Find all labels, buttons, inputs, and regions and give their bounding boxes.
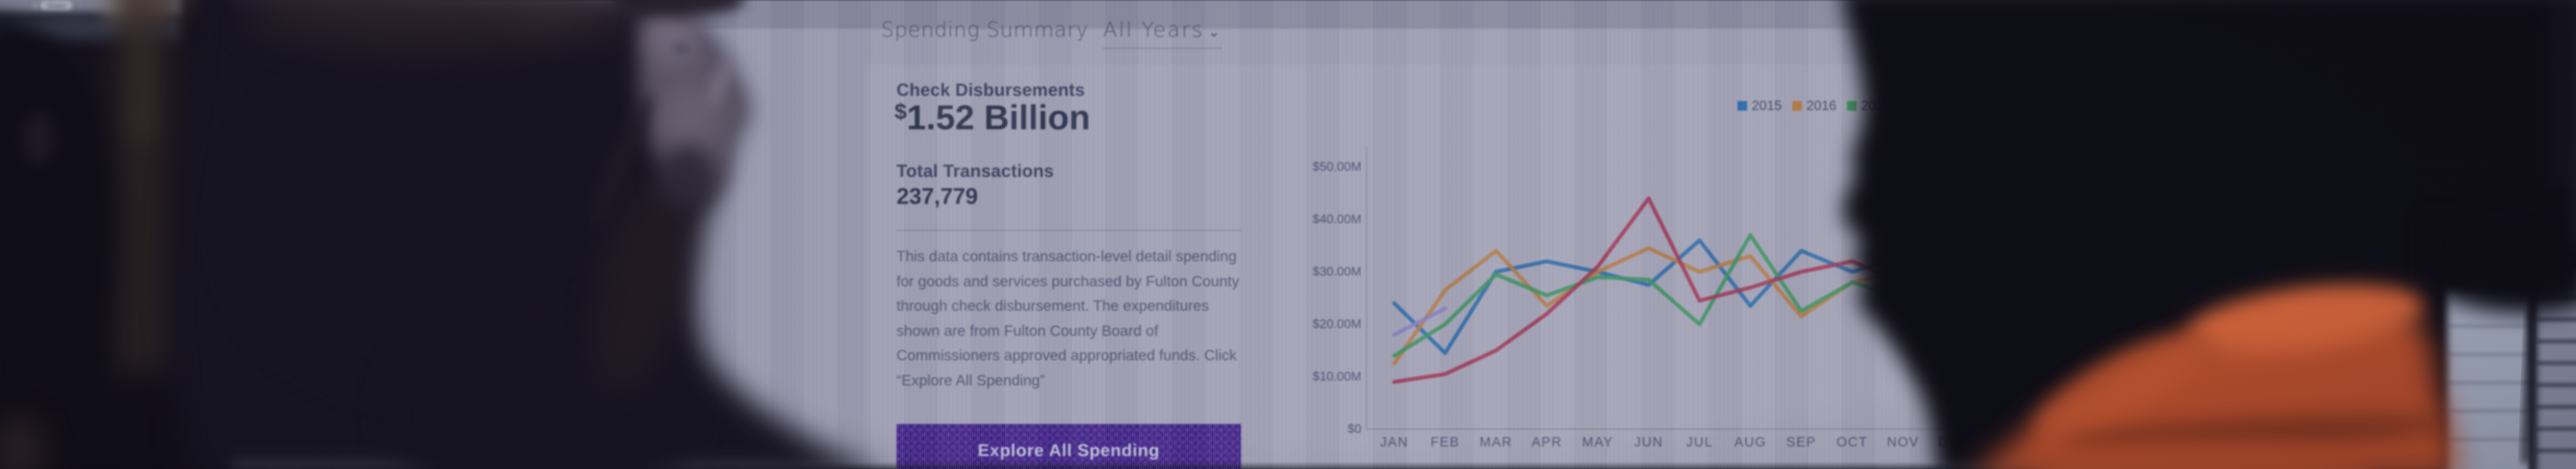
- wall-corner: [2548, 0, 2576, 187]
- warm-gap-core: [128, 0, 156, 142]
- man-silhouette: [1842, 0, 2576, 469]
- hair-over-blinds: [2428, 219, 2576, 313]
- hair-highlight-top: [499, 0, 660, 37]
- currency-prefix: $: [895, 100, 907, 124]
- screen-bottom-shadow: [0, 462, 2576, 469]
- blind-slat: [2536, 362, 2576, 365]
- hair-strand-cheek: [591, 93, 654, 226]
- blind-slat: [2536, 427, 2576, 430]
- shirt-highlight-top: [2187, 285, 2424, 353]
- kpi-value-total-transactions: 237,779: [896, 184, 978, 209]
- hair-rim-top: [122, 0, 202, 13]
- shirt-bottom: [2032, 442, 2373, 469]
- left-person-neck-highlight: [0, 416, 46, 469]
- window-mullion: [2529, 273, 2535, 469]
- blind-slat: [2536, 449, 2576, 452]
- blind-slat: [2447, 353, 2531, 356]
- year-filter-label[interactable]: All Years: [1103, 17, 1204, 42]
- forehead-highlight: [645, 10, 699, 64]
- hair-wisp-forehead: [610, 0, 745, 17]
- blind-slats-left: [2447, 325, 2531, 441]
- kpi-value-text: 1.52 Billion: [906, 98, 1091, 137]
- kpi-divider: [896, 230, 1241, 231]
- blind-slat: [2536, 340, 2576, 343]
- chevron-down-icon[interactable]: ⌄: [1208, 24, 1222, 41]
- blind-slat: [2536, 383, 2576, 387]
- page-title: Spending Summary All Years ⌄: [881, 17, 1222, 49]
- nose-highlight: [706, 53, 735, 109]
- jaw-shadow: [658, 145, 718, 210]
- blind-slat: [2536, 318, 2576, 321]
- kpi-label-total-transactions: Total Transactions: [896, 161, 1054, 181]
- left-person-ear: [23, 113, 54, 164]
- blind-slat: [2447, 382, 2531, 384]
- hair-strand: [2521, 308, 2533, 463]
- blind-slat: [2447, 410, 2531, 412]
- share-icon: [32, 2, 39, 8]
- kpi-value-check-disbursements: $1.52 Billion: [895, 98, 1090, 138]
- dataset-description: This data contains transaction-level det…: [896, 248, 1240, 389]
- blind-slat: [2447, 325, 2531, 327]
- share-button-pill: [40, 1, 72, 10]
- page-title-text: Spending Summary: [881, 17, 1089, 42]
- orange-shirt: [1980, 285, 2458, 469]
- eye-shadow: [672, 43, 691, 55]
- kpi-label-check-disbursements: Check Disbursements: [896, 80, 1085, 100]
- share-button-text: Share: [47, 3, 66, 10]
- window-pane-left: [2447, 288, 2531, 469]
- foreground-person-left: [0, 16, 213, 469]
- window-blinds: [2428, 219, 2576, 469]
- shirt-crease: [2061, 415, 2447, 452]
- cheek: [665, 84, 714, 148]
- woman-silhouette: [171, 0, 870, 469]
- year-filter-dropdown[interactable]: All Years ⌄: [1103, 17, 1222, 49]
- shirt-highlight-left: [2032, 333, 2211, 439]
- blind-slat: [2536, 405, 2576, 409]
- hair-interior-fill: [225, 58, 612, 392]
- hair-strands-right: [595, 167, 693, 387]
- explore-all-spending-button[interactable]: Explore All Spending: [896, 424, 1241, 469]
- blind-slat: [2447, 438, 2531, 441]
